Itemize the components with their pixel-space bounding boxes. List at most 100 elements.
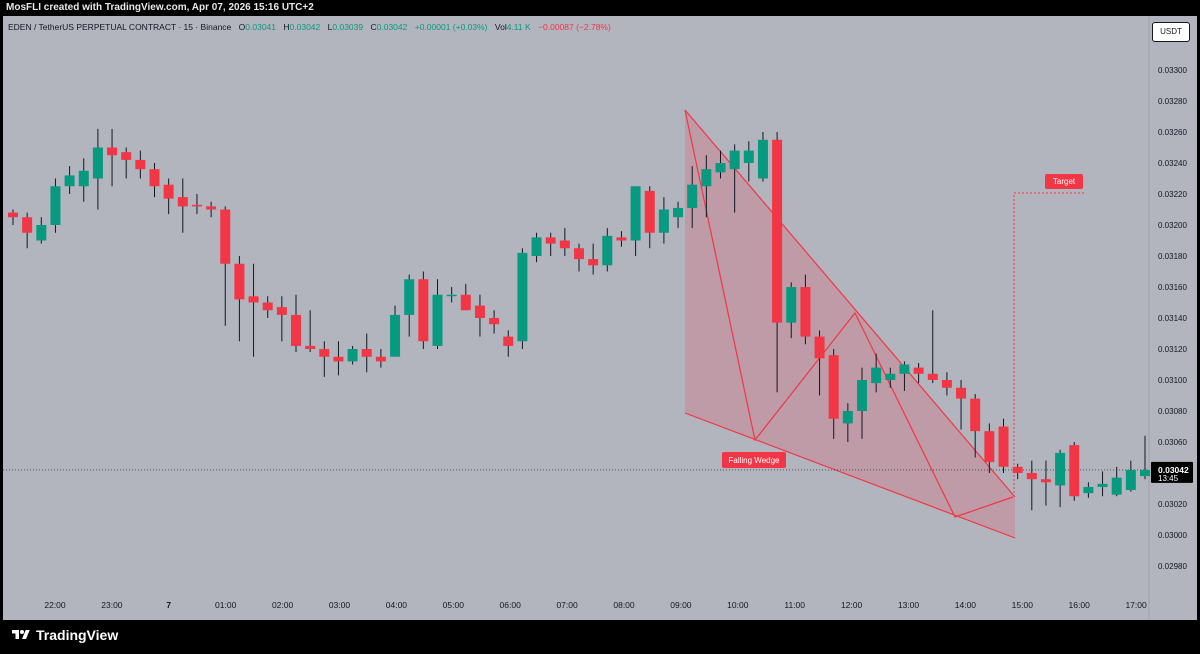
target-line [1013, 192, 1084, 493]
wedge-upper-line [684, 109, 1016, 498]
candle-body [163, 184, 174, 199]
candle-body [885, 373, 896, 380]
price-tick-label: 0.03180 [1158, 252, 1187, 261]
candle-body [319, 349, 330, 357]
time-tick-label: 11:00 [784, 600, 805, 610]
falling-wedge-badge [722, 452, 786, 468]
candle-body [1069, 445, 1080, 497]
candle-body [460, 294, 471, 311]
time-tick-label: 10:00 [727, 600, 749, 610]
current-price-value: 0.03042 [1158, 465, 1189, 475]
candle-body [36, 225, 47, 241]
candle-body [857, 380, 867, 411]
candle-body [177, 197, 188, 207]
volume-label: Vol [494, 22, 507, 32]
candle-body [22, 217, 33, 233]
candle-body [92, 147, 103, 179]
price-tick-label: 0.03240 [1158, 159, 1187, 168]
candle-body [64, 175, 75, 187]
attribution-bar: MosFLI created with TradingView.com, Apr… [0, 0, 1200, 16]
candle-body [1055, 452, 1066, 486]
price-tick-label: 0.02980 [1158, 562, 1187, 571]
candle-body [149, 169, 160, 187]
candle-body [1040, 479, 1051, 483]
candle-body [998, 426, 1009, 467]
close-label: C [370, 22, 377, 32]
symbol-legend: EDEN / TetherUS PERPETUAL CONTRACT · 15 … [8, 22, 611, 32]
candle-body [871, 367, 882, 384]
candle-body [602, 235, 613, 266]
candle-body [899, 364, 910, 374]
candle-body [107, 147, 118, 156]
candle-body [545, 237, 556, 244]
candlestick-chart[interactable]: 0.033200.033000.032800.032600.032400.032… [0, 0, 1200, 620]
low-label: L [327, 22, 333, 32]
price-tick-label: 0.03140 [1158, 314, 1187, 323]
candle-body [474, 305, 485, 318]
candle-body [305, 345, 316, 349]
current-price-badge [1151, 461, 1193, 483]
wedge-zigzag-line [684, 109, 1014, 518]
time-tick-label: 15:00 [1012, 600, 1034, 610]
candle-body [574, 248, 584, 260]
candle-body [276, 307, 287, 315]
price-tick-label: 0.03020 [1158, 500, 1187, 509]
candle-body [206, 206, 217, 210]
price-tick-label: 0.03060 [1158, 438, 1187, 447]
candle-body [50, 186, 61, 225]
currency-button[interactable]: USDT [1152, 22, 1190, 42]
chart-panel[interactable] [3, 16, 1197, 620]
symbol-name[interactable]: EDEN / TetherUS PERPETUAL CONTRACT · 15 … [8, 22, 232, 32]
candle-body [1111, 477, 1122, 495]
price-change: +0.00001 (+0.03%) [414, 22, 488, 32]
price-tick-label: 0.03120 [1158, 345, 1187, 354]
time-tick-label: 13:00 [898, 600, 920, 610]
falling-wedge-label: Falling Wedge [729, 456, 781, 465]
tradingview-logo[interactable]: TradingView [10, 627, 118, 643]
time-tick-label: 22:00 [44, 600, 66, 610]
bar-countdown: 13:45 [1158, 474, 1179, 483]
time-tick-label: 02:00 [272, 600, 294, 610]
price-tick-label: 0.03100 [1158, 376, 1187, 385]
price-tick-label: 0.03000 [1158, 531, 1187, 540]
candle-body [970, 398, 981, 432]
open-label: O [238, 22, 246, 32]
tradingview-logo-icon [12, 630, 30, 639]
candle-body [135, 159, 146, 170]
candle-body [1097, 483, 1108, 487]
candle-body [800, 287, 811, 337]
candle-body [842, 411, 853, 424]
candle-body [743, 150, 754, 163]
candle-body [375, 356, 386, 362]
candle-body [786, 287, 797, 323]
candle-body [927, 373, 938, 380]
candle-body [121, 152, 132, 160]
candle-body [78, 170, 89, 187]
falling-wedge-fill [685, 110, 1015, 538]
candle-body [1026, 473, 1037, 480]
volume-change: −0.00087 (−2.78%) [538, 22, 611, 32]
candle-body [1125, 469, 1136, 491]
candle-body [715, 163, 726, 173]
wedge-lower-line [684, 412, 1016, 539]
candle-body [432, 294, 443, 346]
attribution-text: MosFLI created with TradingView.com, Apr… [6, 2, 314, 13]
time-tick-label: 12:00 [841, 600, 863, 610]
candle-body [828, 355, 839, 419]
candle-body [941, 380, 952, 388]
candle-body [616, 237, 627, 241]
candle-body [390, 314, 401, 357]
time-tick-label: 17:00 [1125, 600, 1147, 610]
low-value: 0.03039 [332, 22, 364, 32]
candle-body [984, 431, 995, 463]
candle-body [559, 240, 570, 249]
time-tick-label: 16:00 [1069, 600, 1091, 610]
price-tick-label: 0.03300 [1158, 66, 1187, 75]
candle-body [687, 184, 698, 208]
time-tick-label: 01:00 [215, 600, 237, 610]
candle-body [630, 186, 641, 241]
time-tick-label: 03:00 [329, 600, 351, 610]
candle-body [220, 209, 231, 264]
volume-value: 4.11 K [506, 22, 531, 32]
candle-body [1083, 486, 1094, 494]
